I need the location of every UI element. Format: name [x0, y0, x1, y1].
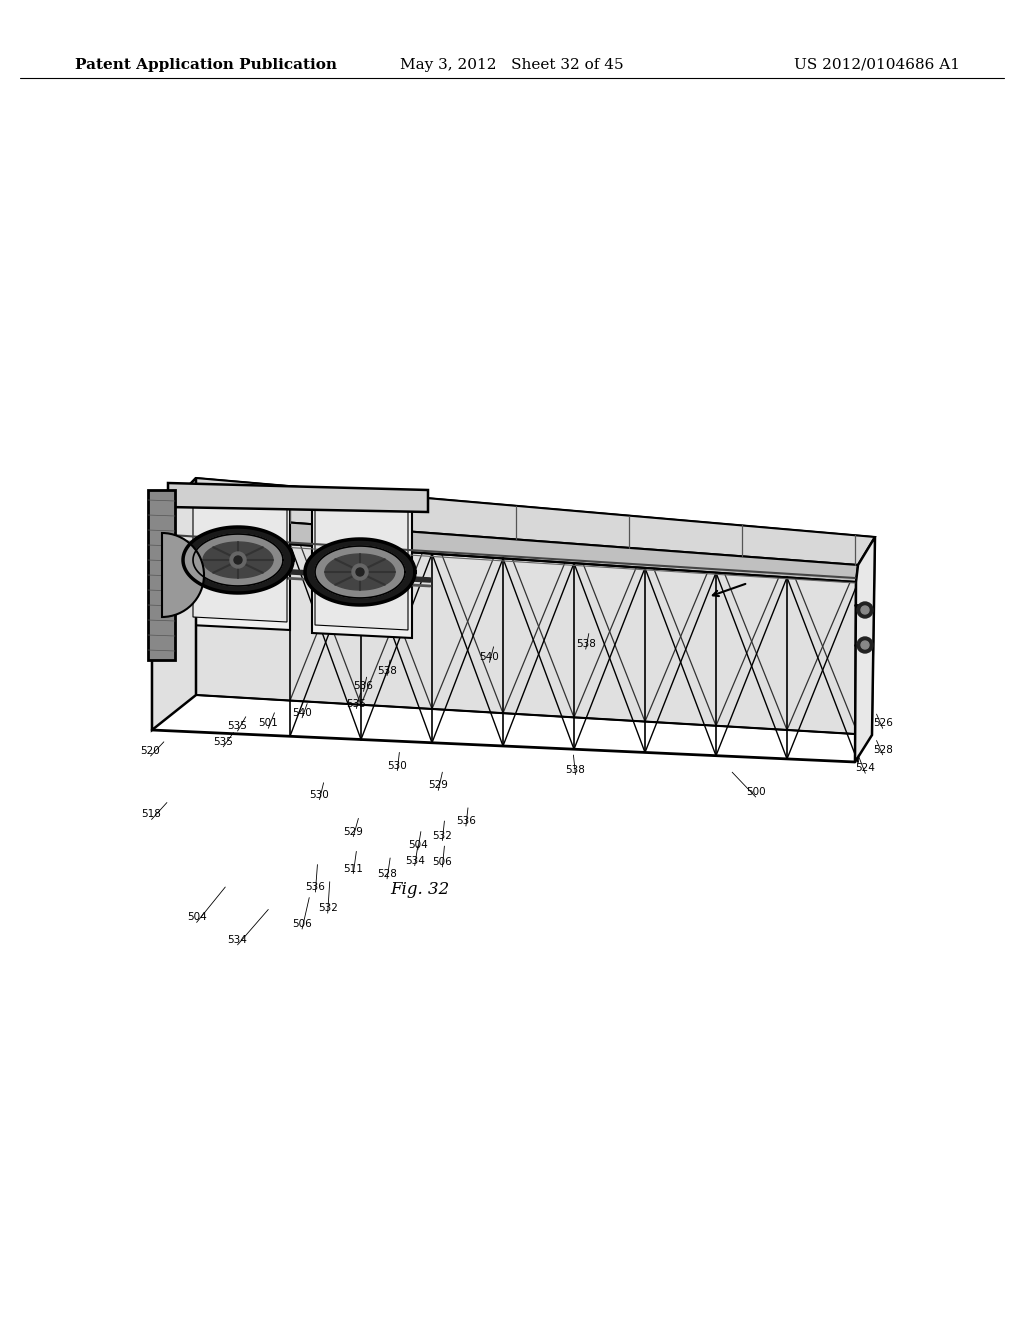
Text: 529: 529 — [428, 780, 449, 791]
Polygon shape — [193, 535, 283, 586]
Text: 501: 501 — [258, 718, 279, 729]
Text: 534: 534 — [227, 935, 248, 945]
Text: 530: 530 — [387, 760, 408, 771]
Circle shape — [861, 642, 869, 649]
Polygon shape — [203, 543, 273, 578]
Text: 511: 511 — [343, 863, 364, 874]
Polygon shape — [183, 527, 293, 593]
Polygon shape — [312, 498, 412, 638]
Text: Fig. 32: Fig. 32 — [390, 882, 450, 899]
Text: 506: 506 — [432, 857, 453, 867]
Text: 538: 538 — [377, 665, 397, 676]
Text: 520: 520 — [140, 746, 161, 756]
Circle shape — [230, 552, 246, 568]
Text: 532: 532 — [432, 830, 453, 841]
Polygon shape — [193, 498, 287, 622]
Circle shape — [857, 602, 873, 618]
Text: 524: 524 — [855, 763, 876, 774]
Text: 534: 534 — [404, 855, 425, 866]
Circle shape — [356, 568, 364, 576]
Text: 535: 535 — [227, 721, 248, 731]
Polygon shape — [855, 537, 874, 762]
Polygon shape — [152, 513, 858, 582]
Circle shape — [234, 556, 242, 564]
Text: 538: 538 — [575, 639, 596, 649]
Text: 506: 506 — [292, 919, 312, 929]
Text: 504: 504 — [186, 912, 207, 923]
Text: 529: 529 — [343, 826, 364, 837]
Polygon shape — [196, 478, 874, 735]
Text: 536: 536 — [353, 681, 374, 692]
Text: 500: 500 — [745, 787, 766, 797]
Text: 536: 536 — [305, 882, 326, 892]
Text: 530: 530 — [309, 789, 330, 800]
Circle shape — [857, 638, 873, 653]
Wedge shape — [162, 533, 204, 616]
Polygon shape — [325, 554, 395, 590]
Text: 518: 518 — [141, 809, 162, 820]
Polygon shape — [315, 546, 406, 598]
Text: 536: 536 — [456, 816, 476, 826]
Text: Patent Application Publication: Patent Application Publication — [75, 58, 337, 73]
Polygon shape — [148, 490, 175, 660]
Text: 535: 535 — [213, 737, 233, 747]
Circle shape — [352, 564, 368, 579]
Text: May 3, 2012   Sheet 32 of 45: May 3, 2012 Sheet 32 of 45 — [400, 58, 624, 73]
Text: 535: 535 — [346, 698, 367, 709]
Circle shape — [861, 606, 869, 614]
Text: US 2012/0104686 A1: US 2012/0104686 A1 — [794, 58, 961, 73]
Text: 504: 504 — [408, 840, 428, 850]
Text: 528: 528 — [872, 744, 893, 755]
Text: 540: 540 — [292, 708, 312, 718]
Polygon shape — [305, 539, 415, 605]
Text: 540: 540 — [479, 652, 500, 663]
Text: 538: 538 — [565, 764, 586, 775]
Text: 532: 532 — [317, 903, 338, 913]
Polygon shape — [152, 478, 196, 730]
Text: 526: 526 — [872, 718, 893, 729]
Polygon shape — [315, 506, 408, 630]
Polygon shape — [162, 478, 874, 565]
Text: 528: 528 — [377, 869, 397, 879]
Polygon shape — [190, 490, 290, 630]
Polygon shape — [168, 483, 428, 512]
